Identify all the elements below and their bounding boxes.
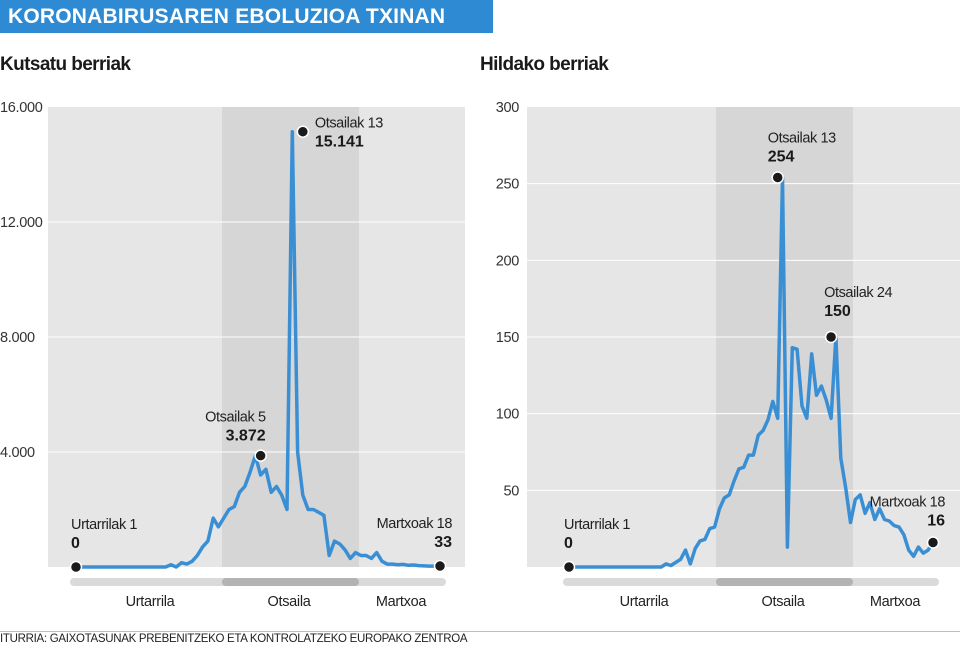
y-tick-label: 8.000 — [0, 330, 35, 346]
chart-1: 300 250 200 150 100 50 Urtarrila Otsaila Martxoa… — [496, 100, 960, 610]
annotation-dot — [562, 560, 576, 574]
annotation-value: 33 — [434, 534, 452, 551]
month-label: Urtarrila — [620, 594, 670, 610]
annotation-label: Urtarrilak 1 — [564, 517, 630, 533]
annotation-label: Martxoak 18 — [377, 516, 453, 532]
banner-title: KORONABIRUSAREN EBOLUZIOA TXINAN — [0, 0, 493, 33]
annotation-value: 16 — [927, 512, 945, 529]
month-label: Martxoa — [376, 594, 428, 610]
y-tick-label: 250 — [496, 177, 520, 193]
annotation-value: 15.141 — [315, 134, 364, 151]
y-tick-label: 12.000 — [0, 215, 43, 231]
annotation-value: 254 — [768, 149, 795, 166]
timeline-february — [716, 578, 853, 586]
y-tick-label: 50 — [503, 483, 519, 499]
chart-0: 16.000 12.000 8.000 4.000 Urtarrila Otsaila Ma… — [0, 100, 465, 610]
month-label: Otsaila — [761, 594, 805, 610]
annotation-value: 0 — [564, 535, 573, 552]
series-line — [74, 129, 442, 569]
month-label: Urtarrila — [126, 594, 176, 610]
annotation-label: Otsailak 13 — [315, 116, 383, 132]
y-tick-label: 4.000 — [0, 445, 35, 461]
y-tick-label: 16.000 — [0, 100, 43, 116]
timeline-february — [222, 578, 359, 586]
annotation-dot — [433, 559, 447, 573]
annotation-label: Otsailak 5 — [205, 410, 266, 426]
annotation-dot — [69, 560, 83, 574]
annotation-dot — [254, 449, 267, 462]
annotation-dot — [926, 536, 940, 549]
chart-title-infections: Kutsatu berriak — [0, 54, 131, 75]
annotation-dot — [824, 330, 838, 344]
annotation-label: Otsailak 24 — [824, 285, 892, 301]
annotation-label: Otsailak 13 — [768, 131, 836, 147]
annotation-dot — [296, 125, 310, 138]
annotation-dot — [771, 171, 784, 184]
annotation-value: 3.872 — [226, 428, 266, 445]
y-tick-label: 300 — [496, 100, 520, 116]
annotation-value: 150 — [824, 303, 851, 320]
y-tick-label: 150 — [496, 330, 520, 346]
annotation-value: 0 — [71, 535, 80, 552]
source-note: ITURRIA: GAIXOTASUNAK PREBENITZEKO ETA K… — [0, 633, 468, 645]
annotation-label: Urtarrilak 1 — [71, 517, 137, 533]
month-label: Otsaila — [267, 594, 311, 610]
annotation-label: Martxoak 18 — [870, 494, 946, 510]
source-divider — [0, 631, 960, 632]
chart-title-deaths: Hildako berriak — [480, 54, 609, 75]
month-label: Martxoa — [870, 594, 922, 610]
y-tick-label: 100 — [496, 407, 520, 423]
series-line — [567, 175, 935, 569]
y-tick-label: 200 — [496, 253, 520, 269]
